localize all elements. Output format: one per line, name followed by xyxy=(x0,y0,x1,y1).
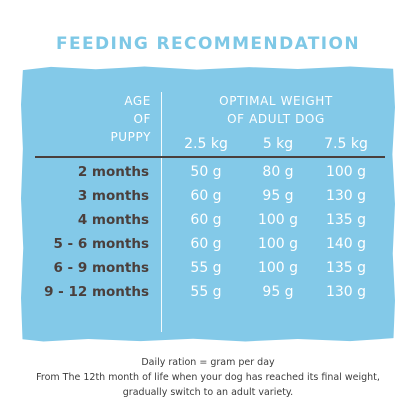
row-2-col-2: 95 g xyxy=(262,188,294,204)
row-age-4: 5 - 6 months xyxy=(53,236,149,252)
row-5-col-3: 135 g xyxy=(325,260,367,276)
footnote-daily-ration: Daily ration = gram per day xyxy=(141,357,275,368)
row-3-col-2: 100 g xyxy=(257,212,299,228)
row-5-col-1: 55 g xyxy=(190,260,222,276)
column-divider xyxy=(161,92,162,332)
row-6-col-3: 130 g xyxy=(325,284,367,300)
header-divider xyxy=(35,156,385,158)
weight-col-2: 5 kg xyxy=(262,136,294,152)
row-age-5: 6 - 9 months xyxy=(53,260,149,276)
row-1-col-3: 100 g xyxy=(325,164,367,180)
row-4-col-3: 140 g xyxy=(325,236,367,252)
page-title: FEEDING RECOMMENDATION xyxy=(55,34,361,54)
header-weight-line-2: OF ADULT DOG xyxy=(227,112,325,126)
row-age-3: 4 months xyxy=(77,212,149,228)
row-6-col-2: 95 g xyxy=(262,284,294,300)
footnote-switch: gradually switch to an adult variety. xyxy=(122,387,294,398)
header-age-line-1: AGE xyxy=(124,94,151,108)
header-weight-line-1: OPTIMAL WEIGHT xyxy=(219,94,333,108)
row-2-col-1: 60 g xyxy=(190,188,222,204)
row-4-col-1: 60 g xyxy=(190,236,222,252)
header-age-line-3: PUPPY xyxy=(110,130,151,144)
header-age-line-2: OF xyxy=(133,112,151,126)
footnote-transition: From The 12th month of life when your do… xyxy=(36,372,380,383)
row-1-col-1: 50 g xyxy=(190,164,222,180)
row-age-1: 2 months xyxy=(77,164,149,180)
weight-col-1: 2.5 kg xyxy=(184,136,228,152)
row-3-col-3: 135 g xyxy=(325,212,367,228)
row-5-col-2: 100 g xyxy=(257,260,299,276)
row-3-col-1: 60 g xyxy=(190,212,222,228)
row-age-6: 9 - 12 months xyxy=(44,284,149,300)
row-4-col-2: 100 g xyxy=(257,236,299,252)
row-age-2: 3 months xyxy=(77,188,149,204)
weight-col-3: 7.5 kg xyxy=(324,136,368,152)
row-1-col-2: 80 g xyxy=(262,164,294,180)
feeding-table: AGE OF PUPPY OPTIMAL WEIGHT OF ADULT DOG… xyxy=(21,66,395,342)
row-6-col-1: 55 g xyxy=(190,284,222,300)
row-2-col-3: 130 g xyxy=(325,188,367,204)
